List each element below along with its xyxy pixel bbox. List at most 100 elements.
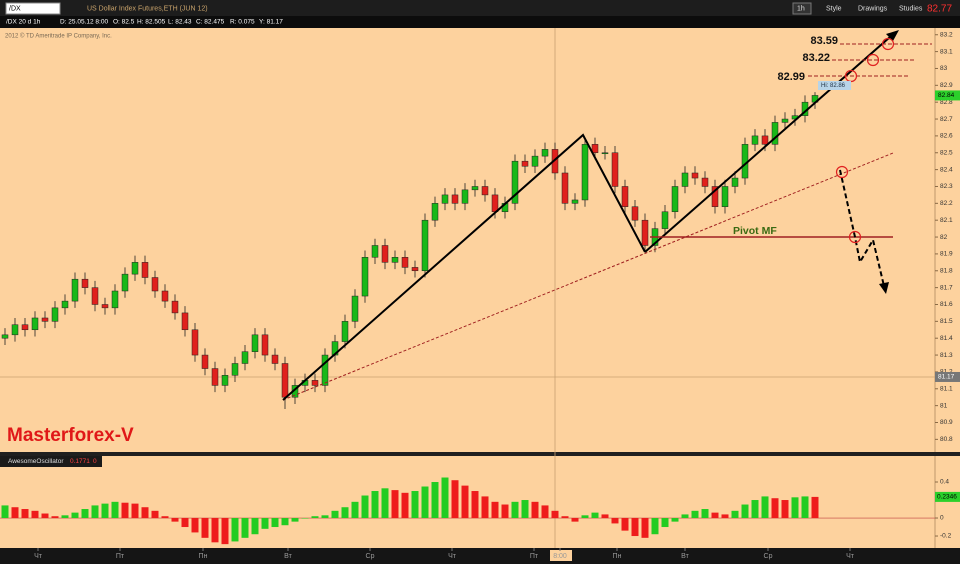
style-button[interactable]: Style <box>826 5 842 12</box>
last-price-value: 82.84 <box>938 92 955 99</box>
candle-body <box>71 278 79 302</box>
info-value: D: 25.05.12 8:00 <box>60 19 108 26</box>
oscillator-bar <box>501 504 509 519</box>
oscillator-bar <box>281 518 289 526</box>
oscillator-bar <box>161 516 169 519</box>
oscillator-bar <box>201 518 209 538</box>
candle-body <box>61 300 69 309</box>
oscillator-bar <box>21 509 29 519</box>
studies-button[interactable]: Studies <box>899 5 923 12</box>
oscillator-bar <box>321 515 329 519</box>
candle-body <box>261 334 269 356</box>
oscillator-bar <box>271 518 279 528</box>
candle-body <box>341 321 349 342</box>
x-tick-label: 8:00 <box>553 553 567 560</box>
last-price: 82.77 <box>927 4 952 15</box>
x-tick-label: Вт <box>284 553 292 560</box>
target-circle <box>881 37 895 51</box>
candle-body <box>701 177 709 187</box>
candle-body <box>461 189 469 204</box>
symbol[interactable]: /DX <box>9 5 21 12</box>
oscillator-bar <box>191 518 199 533</box>
candle-body <box>181 312 189 331</box>
candle-body <box>271 354 279 364</box>
oscillator-bar <box>301 518 309 519</box>
oscillator-bar <box>311 516 319 519</box>
oscillator-bar <box>751 500 759 519</box>
watermark: Masterforex-V <box>7 425 134 446</box>
level-label: 83.22 <box>802 52 830 64</box>
oscillator-bar <box>581 515 589 519</box>
oscillator-bar <box>241 518 249 538</box>
oscillator-bar <box>91 505 99 519</box>
target-circle <box>835 165 849 179</box>
interval[interactable]: 1h <box>797 5 805 12</box>
oscillator-bar <box>411 491 419 519</box>
oscillator-bar <box>171 518 179 522</box>
oscillator-bar <box>261 518 269 529</box>
x-tick-label: Пн <box>199 553 208 560</box>
candle-body <box>491 194 499 213</box>
oscillator-bar <box>571 518 579 522</box>
oscillator-bar <box>421 486 429 519</box>
candle-body <box>131 262 139 275</box>
drawings-button[interactable]: Drawings <box>858 5 888 12</box>
oscillator-bar <box>11 507 19 519</box>
candle-body <box>521 160 529 167</box>
target-circle <box>866 53 880 67</box>
oscillator-value: 0 <box>93 458 97 465</box>
oscillator-bar <box>691 510 699 519</box>
candle-body <box>601 152 609 155</box>
y-tick-label: 81.7 <box>940 284 953 291</box>
high-label-box <box>818 81 851 90</box>
y-tick-label: 80.9 <box>940 419 953 426</box>
candle-body <box>231 363 239 376</box>
y-tick-label: 82.4 <box>940 166 953 173</box>
copyright: 2012 © TD Ameritrade IP Company, Inc. <box>5 33 112 40</box>
level-label: 83.59 <box>810 35 838 47</box>
target-circle <box>848 230 862 244</box>
oscillator-bar <box>611 518 619 524</box>
y-tick-label: 82.2 <box>940 200 953 207</box>
info-value: /DX 20 d 1h <box>6 19 41 26</box>
candle-body <box>441 194 449 204</box>
oscillator-bar <box>141 507 149 519</box>
toolbar <box>0 0 960 16</box>
info-value: O: 82.5 <box>113 19 135 26</box>
y-tick-label: 81.4 <box>940 335 953 342</box>
panel-separator <box>0 452 960 456</box>
y-tick-label: 81.6 <box>940 301 953 308</box>
pivot-label: Pivot MF <box>733 225 777 237</box>
candle-body <box>751 135 759 145</box>
info-bar <box>0 16 960 28</box>
candle-body <box>31 317 39 331</box>
x-tick-label: Ср <box>764 553 773 560</box>
candle-body <box>781 118 789 123</box>
candle-body <box>211 368 219 386</box>
oscillator-bar <box>431 482 439 519</box>
candle-body <box>431 203 439 221</box>
oscillator-panel <box>0 456 960 548</box>
candle-body <box>351 295 359 322</box>
last-price-box <box>935 90 960 101</box>
oscillator-bar <box>651 518 659 535</box>
oscillator-bar <box>381 488 389 519</box>
candle-body <box>381 245 389 263</box>
oscillator-bar <box>521 500 529 519</box>
interval-box[interactable] <box>792 2 812 15</box>
candle-body <box>401 257 409 268</box>
oscillator-bar <box>601 514 609 519</box>
candle-body <box>771 122 779 145</box>
candle-body <box>641 219 649 246</box>
candle-body <box>321 354 329 386</box>
candle-body <box>281 363 289 398</box>
oscillator-bar <box>711 512 719 519</box>
candle-body <box>721 186 729 207</box>
oscillator-bar <box>771 498 779 519</box>
crosshair-value: 81.17 <box>938 374 955 381</box>
oscillator-bar <box>251 518 259 535</box>
oscillator-bar <box>791 497 799 519</box>
oscillator-bar <box>461 485 469 519</box>
symbol-box[interactable] <box>5 2 61 15</box>
candle-body <box>451 194 459 204</box>
